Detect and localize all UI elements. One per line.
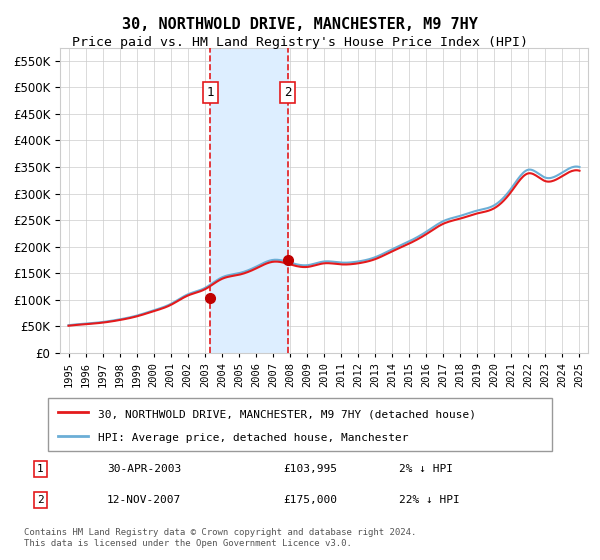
Text: 2% ↓ HPI: 2% ↓ HPI <box>400 464 454 474</box>
Text: 12-NOV-2007: 12-NOV-2007 <box>107 495 181 505</box>
Text: 30-APR-2003: 30-APR-2003 <box>107 464 181 474</box>
Text: 30, NORTHWOLD DRIVE, MANCHESTER, M9 7HY (detached house): 30, NORTHWOLD DRIVE, MANCHESTER, M9 7HY … <box>98 409 476 419</box>
Text: HPI: Average price, detached house, Manchester: HPI: Average price, detached house, Manc… <box>98 433 409 443</box>
Text: 2: 2 <box>284 86 292 99</box>
Text: £175,000: £175,000 <box>283 495 337 505</box>
Text: £103,995: £103,995 <box>283 464 337 474</box>
Text: 22% ↓ HPI: 22% ↓ HPI <box>400 495 460 505</box>
Text: Price paid vs. HM Land Registry's House Price Index (HPI): Price paid vs. HM Land Registry's House … <box>72 36 528 49</box>
Text: Contains HM Land Registry data © Crown copyright and database right 2024.
This d: Contains HM Land Registry data © Crown c… <box>24 528 416 548</box>
Text: 1: 1 <box>37 464 44 474</box>
Bar <box>211 48 288 353</box>
FancyBboxPatch shape <box>48 398 552 451</box>
Text: 30, NORTHWOLD DRIVE, MANCHESTER, M9 7HY: 30, NORTHWOLD DRIVE, MANCHESTER, M9 7HY <box>122 17 478 32</box>
Text: 2: 2 <box>37 495 44 505</box>
Text: 1: 1 <box>206 86 214 99</box>
